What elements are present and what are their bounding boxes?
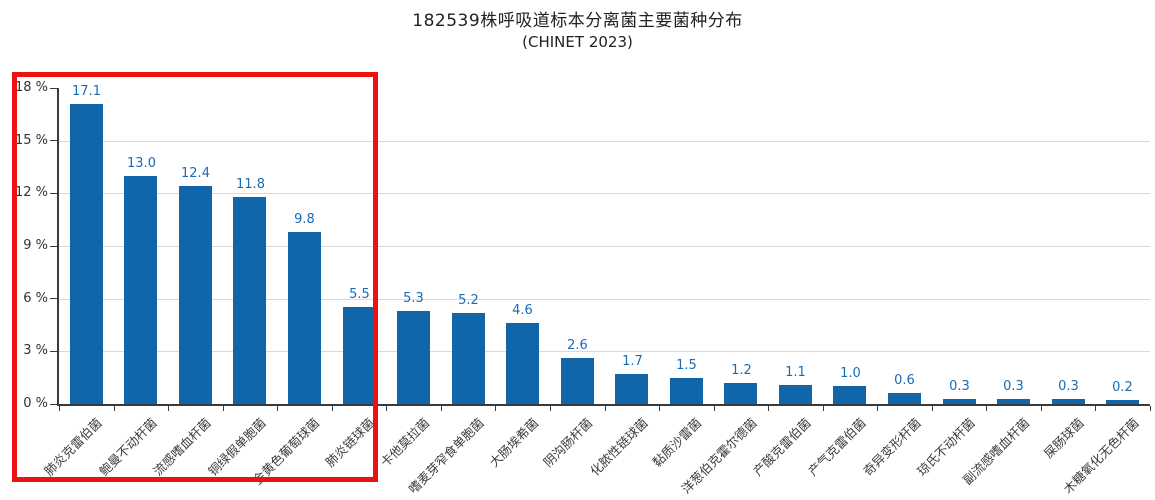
bar-value-label: 1.7 — [622, 354, 643, 369]
x-axis-category-label: 大肠埃希菌 — [486, 415, 542, 470]
x-axis-tick — [494, 406, 496, 411]
bar-value-label: 2.6 — [567, 338, 588, 353]
y-axis-tick — [50, 140, 57, 142]
y-axis-tick — [50, 403, 57, 405]
bar — [833, 386, 866, 404]
bar — [397, 311, 430, 404]
bar — [70, 104, 103, 404]
bar-value-label: 5.2 — [458, 293, 479, 308]
x-axis-tick — [58, 406, 60, 411]
y-axis-tick — [50, 245, 57, 247]
x-axis-tick — [713, 406, 715, 411]
gridline — [59, 351, 1150, 353]
bar-value-label: 1.0 — [840, 366, 861, 381]
bar-value-label: 0.6 — [894, 373, 915, 388]
bar-value-label: 0.3 — [1058, 379, 1079, 394]
y-axis-tick-label: 18 % — [14, 80, 48, 95]
x-axis-tick — [876, 406, 878, 411]
bar — [1052, 399, 1085, 404]
bar — [670, 378, 703, 404]
chart-title: 182539株呼吸道标本分离菌主要菌种分布 — [412, 11, 743, 31]
bar-value-label: 1.1 — [785, 365, 806, 380]
bar-value-label: 5.3 — [403, 291, 424, 306]
x-axis-tick — [1094, 406, 1096, 411]
x-axis-category-label: 产气克雷伯菌 — [805, 415, 869, 479]
x-axis-tick — [1040, 406, 1042, 411]
bar-value-label: 0.3 — [949, 379, 970, 394]
x-axis-tick — [931, 406, 933, 411]
x-axis-tick — [767, 406, 769, 411]
bar — [724, 383, 757, 404]
bar — [779, 385, 812, 404]
bar-value-label: 5.5 — [349, 287, 370, 302]
bar-value-label: 17.1 — [72, 84, 101, 99]
y-axis-tick-label: 9 % — [23, 238, 48, 253]
chart-subtitle: (CHINET 2023) — [522, 33, 633, 51]
x-axis-tick — [604, 406, 606, 411]
x-axis-tick — [822, 406, 824, 411]
bar — [997, 399, 1030, 404]
x-axis-tick — [222, 406, 224, 411]
gridline — [59, 193, 1150, 195]
gridline — [59, 298, 1150, 300]
x-axis-tick — [385, 406, 387, 411]
bar-value-label: 1.5 — [676, 358, 697, 373]
plot-area: 0 % 3 % 6 % 9 % 12 % 15 % 18 % 17.1 肺炎克雷伯菌 13.0 鲍曼… — [15, 80, 1151, 496]
bar — [1106, 400, 1139, 404]
x-axis-tick — [113, 406, 115, 411]
x-axis-category-label: 化脓性链球菌 — [587, 415, 651, 479]
bar — [343, 307, 376, 404]
bar — [179, 186, 212, 404]
x-axis-tick — [1149, 406, 1151, 411]
y-axis-tick — [50, 350, 57, 352]
bar — [452, 313, 485, 404]
bar-value-label: 1.2 — [731, 363, 752, 378]
gridline — [59, 246, 1150, 247]
bar — [233, 197, 266, 404]
y-axis-tick — [50, 298, 57, 300]
bar-value-label: 12.4 — [181, 166, 210, 181]
bar — [888, 393, 921, 404]
x-axis-category-label: 屎肠球菌 — [1040, 415, 1087, 462]
y-axis-tick — [50, 192, 57, 194]
bar-value-label: 0.3 — [1003, 379, 1024, 394]
bar — [943, 399, 976, 404]
bar-value-label: 13.0 — [127, 156, 156, 171]
y-axis-tick-label: 0 % — [23, 396, 48, 411]
x-axis-tick — [167, 406, 169, 411]
x-axis-category-label: 肺炎克雷伯菌 — [41, 415, 105, 479]
x-axis-category-label: 肺炎链球菌 — [322, 415, 378, 470]
bar-value-label: 4.6 — [512, 303, 533, 318]
y-axis-tick-label: 6 % — [23, 290, 48, 306]
x-axis-tick — [549, 406, 551, 411]
bar — [288, 232, 321, 404]
bar-value-label: 0.2 — [1112, 380, 1133, 395]
x-axis-tick — [276, 406, 278, 411]
bar-value-label: 9.8 — [294, 212, 315, 227]
x-axis-tick — [440, 406, 442, 411]
bar — [124, 176, 157, 404]
bar — [506, 323, 539, 404]
y-axis-tick-label: 12 % — [14, 185, 48, 201]
y-axis-tick — [50, 87, 57, 89]
bar-value-label: 11.8 — [236, 177, 265, 192]
x-axis-tick — [658, 406, 660, 411]
y-axis-tick-label: 15 % — [14, 132, 48, 148]
bar — [615, 374, 648, 404]
bar — [561, 358, 594, 404]
gridline — [59, 140, 1150, 142]
x-axis-tick — [985, 406, 987, 411]
x-axis-tick — [331, 406, 333, 411]
y-axis-tick-label: 3 % — [23, 343, 48, 359]
